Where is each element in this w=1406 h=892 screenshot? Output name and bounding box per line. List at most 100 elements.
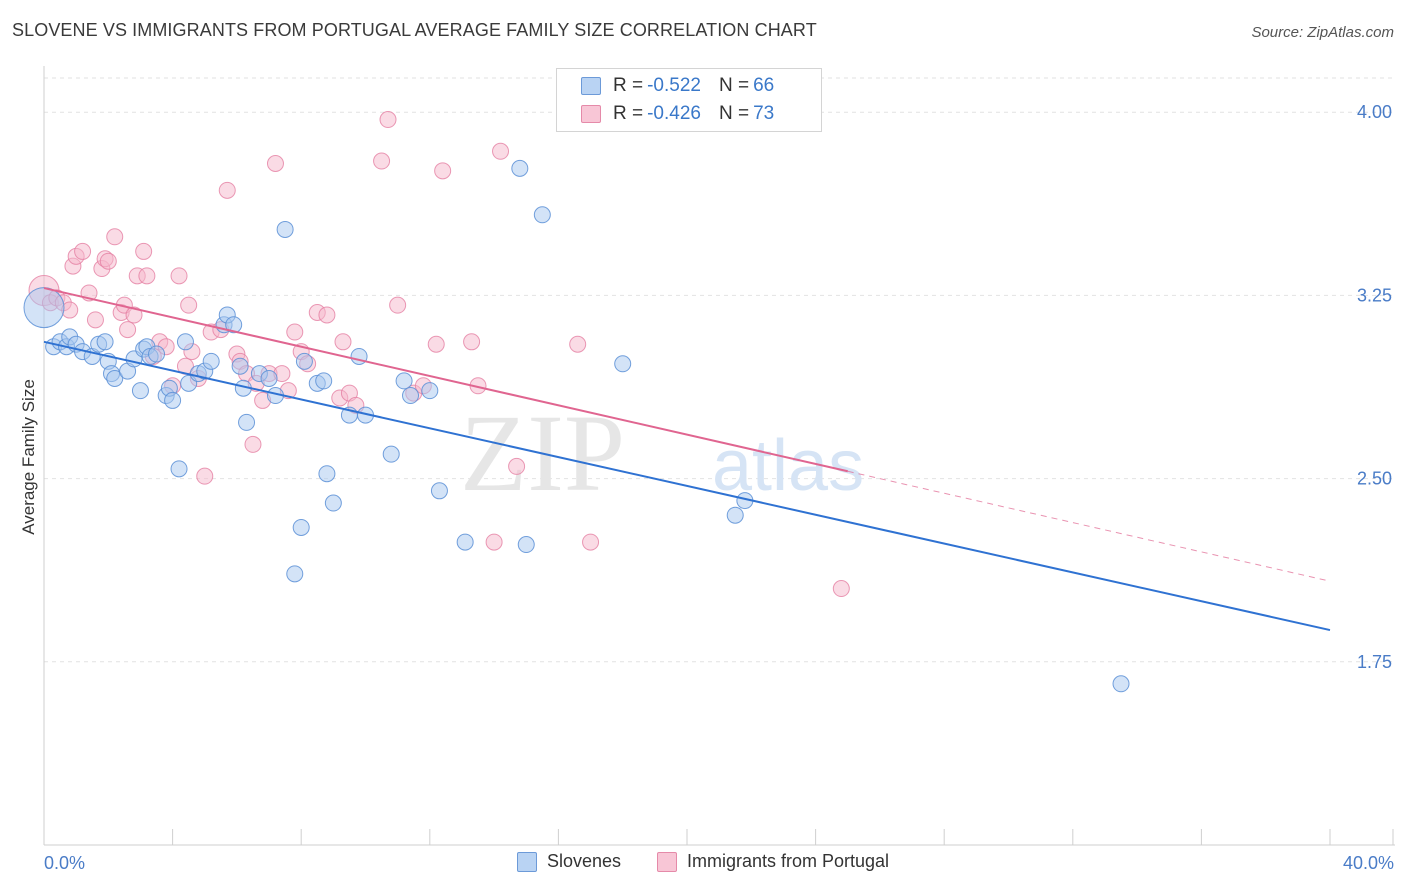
legend-label: Slovenes <box>546 851 621 871</box>
data-point-slovenes <box>395 372 413 390</box>
stats-box: R = -0.522 N = 66 R = -0.426 N = 73 <box>556 68 822 132</box>
data-point-slovenes <box>176 333 194 351</box>
data-point-immigrants <box>135 242 153 260</box>
data-point-immigrants <box>334 333 352 351</box>
data-point-slovenes <box>276 220 294 238</box>
trend-line-immigrants <box>43 287 848 473</box>
data-point-slovenes <box>511 159 529 177</box>
data-point-immigrants <box>434 162 452 180</box>
data-point-immigrants <box>218 181 236 199</box>
data-point-slovenes <box>315 372 333 390</box>
data-point-slovenes <box>726 506 744 524</box>
data-point-slovenes <box>382 445 400 463</box>
watermark-atlas: atlas <box>712 426 864 506</box>
data-point-immigrants <box>119 321 137 339</box>
data-point-immigrants <box>286 323 304 341</box>
data-point-slovenes <box>23 287 65 329</box>
data-point-immigrants <box>86 311 104 329</box>
y-tick-label: 2.50 <box>1357 469 1392 489</box>
y-tick-label: 4.00 <box>1357 102 1392 122</box>
data-point-slovenes <box>106 369 124 387</box>
stats-row-immigrants: R = -0.426 N = 73 <box>581 101 774 127</box>
data-point-immigrants <box>379 111 397 129</box>
data-point-immigrants <box>266 154 284 172</box>
data-point-immigrants <box>244 435 262 453</box>
data-point-immigrants <box>170 267 188 285</box>
legend-swatch-pink <box>657 851 677 872</box>
trend-line-immigrants-extension <box>847 470 1331 582</box>
legend-item-immigrants[interactable]: Immigrants from Portugal <box>657 851 889 872</box>
watermark: ZIP atlas <box>460 392 864 514</box>
data-point-slovenes <box>260 369 278 387</box>
chart-title: SLOVENE VS IMMIGRANTS FROM PORTUGAL AVER… <box>12 20 817 40</box>
stats-row-slovenes: R = -0.522 N = 66 <box>581 73 774 99</box>
data-point-immigrants <box>463 333 481 351</box>
data-point-slovenes <box>421 382 439 400</box>
data-point-immigrants <box>74 242 92 260</box>
stats-swatch-pink <box>581 105 601 123</box>
data-point-immigrants <box>125 306 143 324</box>
stats-swatch-blue <box>581 77 601 95</box>
stats-n-value: 73 <box>753 103 775 124</box>
stats-r-value: -0.426 <box>647 103 701 124</box>
data-point-slovenes <box>324 494 342 512</box>
y-axis-label: Average Family Size <box>19 379 38 535</box>
data-point-immigrants <box>832 580 850 598</box>
data-point-slovenes <box>286 565 304 583</box>
stats-r-label: R = <box>613 75 644 96</box>
legend-item-slovenes[interactable]: Slovenes <box>516 851 621 872</box>
data-point-immigrants <box>389 296 407 314</box>
stats-r-value: -0.522 <box>647 75 701 96</box>
x-tick-label: 40.0% <box>1343 853 1394 873</box>
data-point-immigrants <box>99 252 117 270</box>
legend-swatch-blue <box>516 851 537 872</box>
data-point-slovenes <box>231 357 249 375</box>
data-point-immigrants <box>373 152 391 170</box>
stats-n-label: N = <box>718 103 750 124</box>
data-point-slovenes <box>430 482 448 500</box>
data-point-immigrants <box>508 457 526 475</box>
data-point-slovenes <box>225 316 243 334</box>
stats-n-value: 66 <box>753 75 775 96</box>
legend: Slovenes Immigrants from Portugal <box>0 851 1406 872</box>
data-point-immigrants <box>180 296 198 314</box>
data-point-slovenes <box>295 352 313 370</box>
data-point-immigrants <box>106 228 124 246</box>
data-point-slovenes <box>533 206 551 224</box>
data-point-slovenes <box>1112 675 1130 693</box>
data-point-slovenes <box>402 387 420 405</box>
stats-n-label: N = <box>718 75 750 96</box>
data-point-immigrants <box>318 306 336 324</box>
y-tick-label: 1.75 <box>1357 652 1392 672</box>
data-point-slovenes <box>131 382 149 400</box>
legend-label: Immigrants from Portugal <box>687 851 890 871</box>
tick-labels: 1.75 2.50 3.25 4.00 0.0% 40.0% <box>44 102 1394 873</box>
data-point-slovenes <box>164 391 182 409</box>
chart-source: Source: ZipAtlas.com <box>1251 24 1394 41</box>
trend-lines <box>43 287 1331 632</box>
data-point-immigrants <box>138 267 156 285</box>
data-point-immigrants <box>485 533 503 551</box>
data-point-slovenes <box>614 355 632 373</box>
data-point-immigrants <box>569 335 587 353</box>
trend-line-slovenes <box>43 340 1331 632</box>
series-slovenes-points <box>23 159 1130 693</box>
y-tick-label: 3.25 <box>1357 285 1392 305</box>
data-point-slovenes <box>318 465 336 483</box>
data-point-slovenes <box>148 345 166 363</box>
data-point-immigrants <box>582 533 600 551</box>
data-point-slovenes <box>456 533 474 551</box>
data-point-slovenes <box>170 460 188 478</box>
data-point-slovenes <box>238 413 256 431</box>
data-point-immigrants <box>492 142 510 160</box>
data-point-slovenes <box>96 333 114 351</box>
stats-r-label: R = <box>613 103 644 124</box>
data-point-immigrants <box>427 335 445 353</box>
data-point-slovenes <box>202 352 220 370</box>
data-point-slovenes <box>292 518 310 536</box>
axes <box>43 66 1395 846</box>
x-tick-label: 0.0% <box>44 853 85 873</box>
data-point-slovenes <box>517 536 535 554</box>
data-point-immigrants <box>196 467 214 485</box>
